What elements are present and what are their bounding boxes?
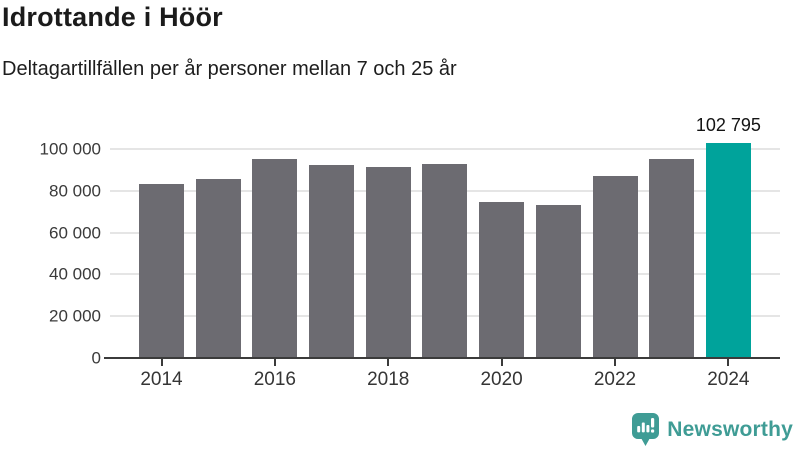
x-tick xyxy=(387,358,390,366)
y-tick-label: 60 000 xyxy=(49,223,101,243)
bar-2017 xyxy=(309,164,355,358)
bar-column-2016: 2016 xyxy=(252,128,298,389)
value-label: 102 795 xyxy=(695,115,761,136)
bar-2018 xyxy=(365,166,411,358)
bar-column-2024: 2024 102 795 xyxy=(696,116,761,389)
page-title: Idrottande i Höör xyxy=(2,2,223,32)
bar-2019 xyxy=(422,164,468,358)
x-tick xyxy=(500,358,503,366)
bar-2024 xyxy=(705,143,751,358)
bar-2023 xyxy=(649,158,695,358)
bar-column-2021 xyxy=(535,128,581,358)
y-tick-label: 80 000 xyxy=(49,181,101,201)
bar-column-2014: 2014 xyxy=(139,128,184,389)
y-tick-label: 100 000 xyxy=(39,139,101,159)
x-tick-label: 2022 xyxy=(593,369,637,390)
y-tick-label: 20 000 xyxy=(49,306,101,326)
x-tick-label: 2024 xyxy=(707,369,750,390)
x-tick xyxy=(273,358,276,366)
x-tick-label: 2016 xyxy=(253,369,297,390)
bar-column-2023 xyxy=(649,128,695,358)
x-tick xyxy=(727,358,730,366)
bar-chart-plot-area: 2014 2016 2018 2020 2022 2024 102 795 xyxy=(104,116,780,389)
bar-2015 xyxy=(195,178,241,358)
x-axis-line xyxy=(104,357,780,359)
bar-column-2015 xyxy=(195,128,241,358)
bar-2016 xyxy=(252,158,298,358)
x-tick xyxy=(160,358,163,366)
x-tick xyxy=(614,358,616,366)
y-tick-label: 40 000 xyxy=(49,264,101,284)
bar-column-2020: 2020 xyxy=(479,128,525,389)
y-tick-label: 0 xyxy=(91,348,101,368)
brand-footer: Newsworthy xyxy=(632,413,793,446)
newsworthy-logo-icon xyxy=(632,413,660,446)
chart-subtitle: Deltagartillfällen per år personer mella… xyxy=(2,58,457,80)
bar-series: 2014 2016 2018 2020 2022 2024 102 795 xyxy=(110,116,780,389)
bar-column-2022: 2022 xyxy=(592,128,638,389)
bar-column-2017 xyxy=(309,128,355,358)
bar-2020 xyxy=(479,202,525,358)
bar-column-2019 xyxy=(422,128,468,358)
bar-2014 xyxy=(139,184,184,358)
brand-name: Newsworthy xyxy=(667,417,793,441)
bar-2022 xyxy=(592,175,638,358)
x-tick-label: 2020 xyxy=(480,369,523,390)
x-tick-label: 2018 xyxy=(367,369,410,390)
y-axis-labels: 0 20 000 40 000 60 000 80 000 100 000 xyxy=(0,128,101,366)
bar-column-2018: 2018 xyxy=(365,128,411,389)
bar-2021 xyxy=(535,205,581,358)
x-tick-label: 2014 xyxy=(140,369,183,390)
grid-line xyxy=(110,147,780,150)
